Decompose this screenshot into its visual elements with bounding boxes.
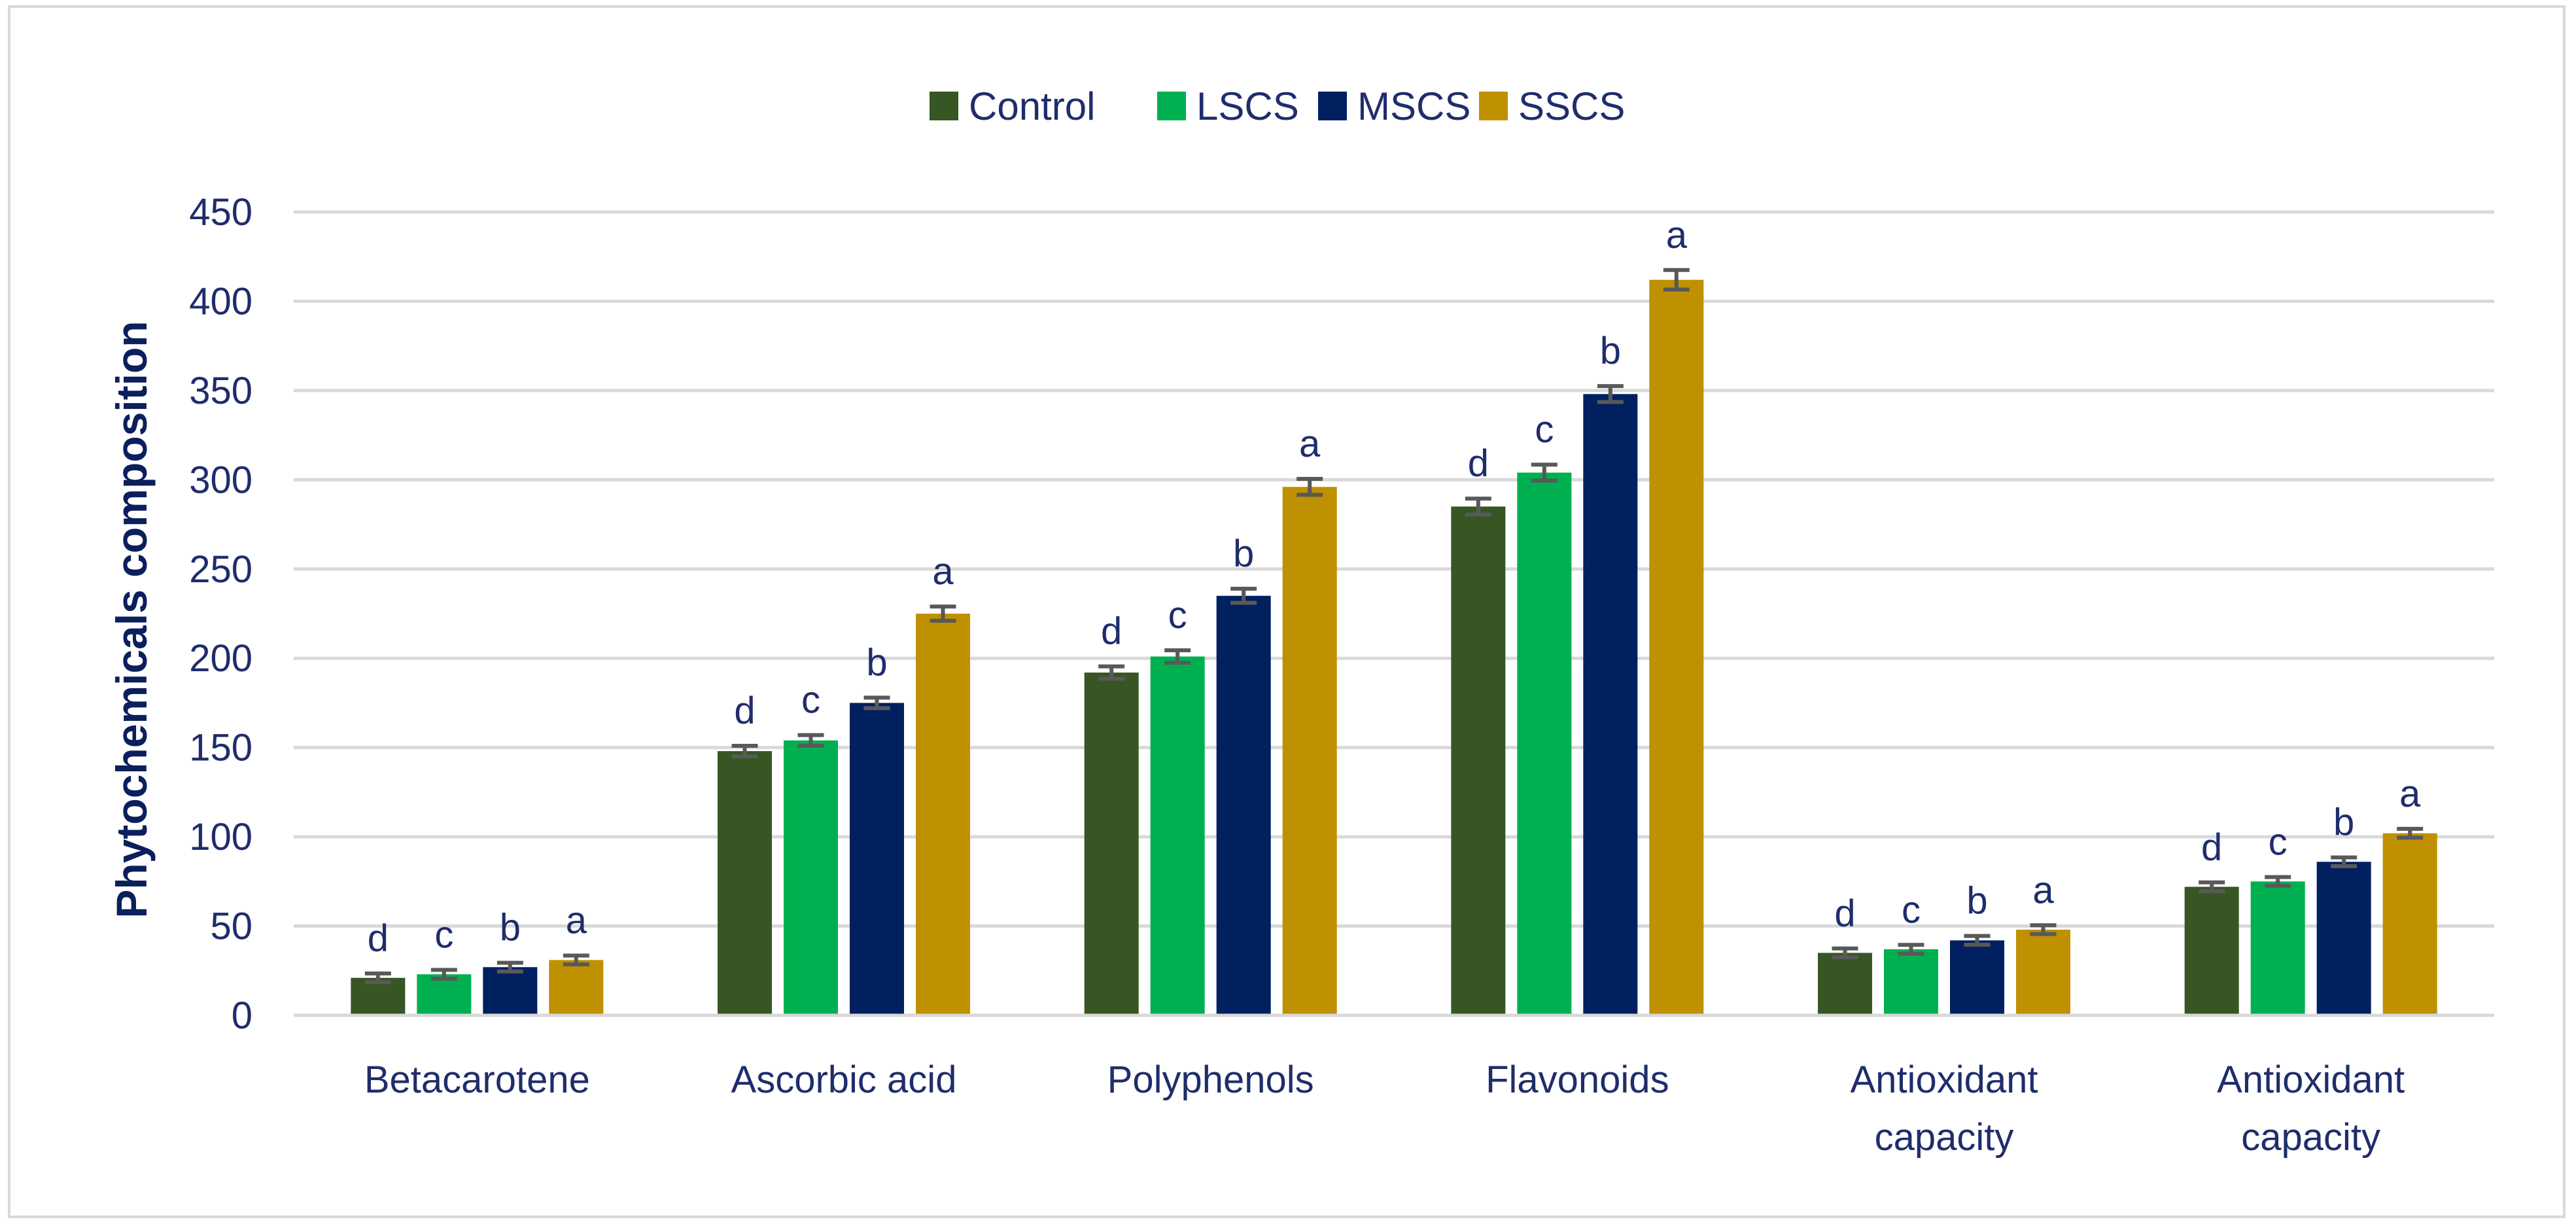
bar-mscs [483, 967, 538, 1015]
y-tick-label: 400 [189, 280, 252, 323]
significance-label: a [1666, 214, 1688, 256]
significance-label: d [734, 690, 755, 732]
significance-label: a [932, 550, 954, 593]
y-tick-label: 50 [210, 905, 252, 948]
x-category-label: Antioxidant capacity [2217, 1059, 2405, 1159]
bar-mscs [2316, 862, 2371, 1015]
legend-swatch-control [930, 92, 958, 120]
bar-lscs [1150, 656, 1205, 1015]
significance-label: b [1966, 880, 1987, 922]
legend-swatch-lscs [1157, 92, 1186, 120]
significance-label: d [1101, 610, 1122, 653]
significance-label: c [801, 679, 820, 722]
x-category-label: Betacarotene [364, 1059, 590, 1101]
bar-lscs [417, 974, 472, 1015]
significance-label: b [866, 641, 887, 684]
bar-sscs [916, 614, 970, 1015]
legend-label-lscs: LSCS [1196, 84, 1299, 128]
significance-label: a [1299, 423, 1321, 465]
significance-label: d [2201, 826, 2222, 869]
bar-control [1084, 673, 1139, 1015]
bar-lscs [784, 740, 838, 1015]
significance-label: c [1168, 594, 1187, 637]
bar-control [718, 751, 772, 1015]
bar-mscs [1216, 595, 1271, 1015]
bar-mscs [850, 703, 904, 1015]
y-tick-label: 200 [189, 637, 252, 680]
legend: Control LSCS MSCS SSCS [930, 84, 1625, 128]
bars: d c b a d c b a d c b a d c b a d c b a d c b a [351, 214, 2437, 1016]
y-tick-label: 300 [189, 459, 252, 501]
significance-label: a [2032, 869, 2054, 911]
x-category-label: Flavonoids [1486, 1059, 1669, 1101]
significance-label: d [368, 917, 389, 960]
x-axis: Betacarotene Ascorbic acid Polyphenols Flav… [294, 1013, 2494, 1159]
chart-frame: d c b a d c b a d c b a d c b a d c b a d c b a 0 50 100 150 200 250… [8, 5, 2566, 1218]
x-category-label: Ascorbic acid [731, 1059, 957, 1101]
bar-sscs [2382, 833, 2437, 1015]
bar-control [2184, 886, 2239, 1015]
significance-label: a [566, 900, 587, 942]
bar-sscs [1649, 279, 1704, 1016]
significance-label: c [1535, 408, 1554, 451]
significance-label: d [1468, 442, 1489, 485]
bar-lscs [1517, 472, 1572, 1015]
legend-swatch-sscs [1479, 92, 1508, 120]
bar-lscs [2250, 881, 2305, 1015]
y-axis-title: Phytochemicals composition [107, 321, 156, 918]
x-category-label: Polyphenols [1107, 1059, 1314, 1101]
y-axis: 0 50 100 150 200 250 300 350 400 450 [189, 191, 252, 1037]
y-tick-label: 100 [189, 816, 252, 858]
bar-sscs [1282, 487, 1337, 1015]
bar-control [1451, 506, 1506, 1015]
significance-label: b [1233, 533, 1254, 575]
significance-label: b [500, 907, 521, 949]
bar-chart: d c b a d c b a d c b a d c b a d c b a d c b a 0 50 100 150 200 250… [107, 84, 2494, 1159]
y-tick-label: 250 [189, 548, 252, 591]
y-tick-label: 150 [189, 727, 252, 769]
x-category-label: Antioxidant capacity [1851, 1059, 2038, 1159]
significance-label: b [1600, 330, 1621, 372]
y-tick-label: 450 [189, 191, 252, 234]
significance-label: c [434, 914, 453, 956]
significance-label: b [2333, 801, 2354, 844]
legend-label-mscs: MSCS [1357, 84, 1471, 128]
legend-swatch-mscs [1318, 92, 1347, 120]
legend-label-control: Control [969, 84, 1095, 128]
bar-sscs [549, 960, 604, 1015]
significance-label: c [2269, 821, 2288, 864]
significance-label: d [1834, 892, 1855, 935]
y-tick-label: 350 [189, 370, 252, 412]
significance-label: a [2399, 773, 2421, 815]
gridlines [294, 210, 2494, 1017]
legend-label-sscs: SSCS [1518, 84, 1625, 128]
bar-lscs [1884, 949, 1938, 1015]
significance-label: c [1902, 888, 1921, 931]
bar-mscs [1950, 940, 2004, 1015]
bar-control [1818, 953, 1872, 1015]
bar-sscs [2016, 930, 2070, 1015]
y-tick-label: 0 [232, 994, 252, 1037]
bar-mscs [1583, 394, 1638, 1015]
